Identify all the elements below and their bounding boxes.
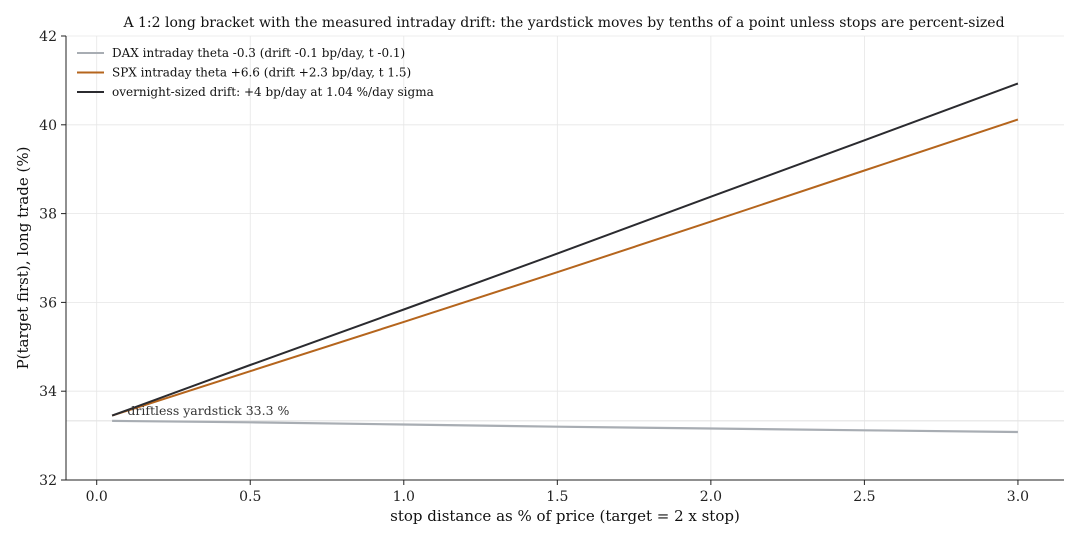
y-tick-label-5: 42 [39,29,57,45]
x-tick-label-2: 1.0 [393,489,415,505]
legend-label-1: SPX intraday theta +6.6 (drift +2.3 bp/d… [112,66,411,80]
legend-label-0: DAX intraday theta -0.3 (drift -0.1 bp/d… [112,46,405,60]
x-tick-label-6: 3.0 [1007,489,1029,505]
annotation-driftless-yardstick: driftless yardstick 33.3 % [127,403,289,418]
ticks: 0.0 0.5 1.0 1.5 2.0 2.5 3.0 32 34 36 38 40 42 [39,29,1029,505]
chart-title: A 1:2 long bracket with the measured int… [122,15,1004,31]
legend: DAX intraday theta -0.3 (drift -0.1 bp/d… [77,46,434,99]
y-tick-label-4: 40 [39,118,57,134]
x-axis-label: stop distance as % of price (target = 2 … [390,507,740,525]
x-tick-label-0: 0.0 [86,489,108,505]
y-tick-label-1: 34 [39,384,57,400]
series-line-2 [111,82,1019,417]
grid [66,35,1064,481]
x-tick-label-4: 2.0 [700,489,722,505]
y-tick-label-2: 36 [39,295,57,311]
series-group [111,82,1019,434]
legend-label-2: overnight-sized drift: +4 bp/day at 1.04… [112,85,434,99]
series-line-0 [112,419,1018,434]
x-tick-label-1: 0.5 [239,489,261,505]
y-tick-label-3: 38 [39,207,57,223]
x-tick-label-5: 2.5 [853,489,875,505]
x-tick-label-3: 1.5 [546,489,568,505]
axes [65,36,1064,481]
y-axis-label: P(target first), long trade (%) [14,147,32,370]
series-line-1 [111,118,1019,417]
y-tick-label-0: 32 [39,473,57,489]
